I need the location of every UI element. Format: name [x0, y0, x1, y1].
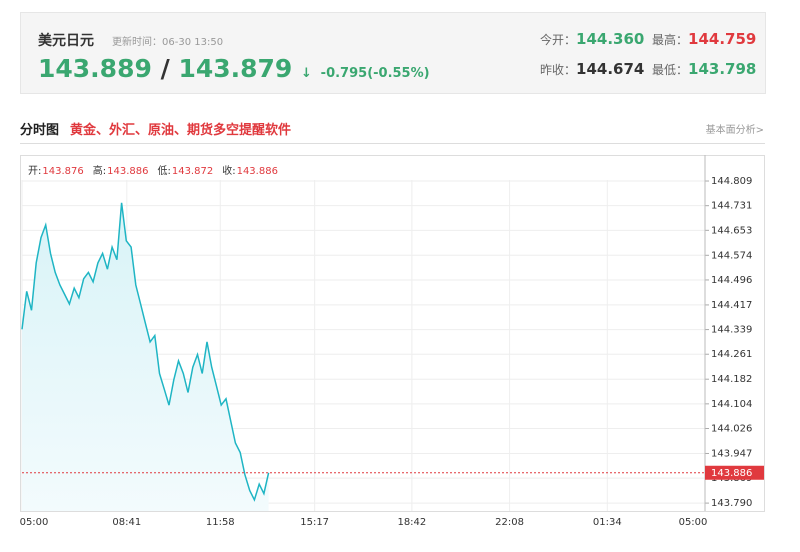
x-tick-label: 01:34 [593, 517, 622, 528]
y-tick-label: 143.790 [711, 498, 752, 509]
analysis-link[interactable]: 基本面分析> [705, 125, 764, 136]
last-price-box [705, 465, 764, 480]
bid: 143.889 [38, 54, 152, 83]
ask: 143.879 [178, 54, 293, 83]
stat: 今开：144.360 [540, 30, 644, 48]
y-tick-label: 144.026 [711, 424, 752, 435]
stat: 最高：144.759 [652, 30, 756, 48]
y-tick-label: 144.104 [711, 399, 752, 410]
stat-value: 144.759 [688, 30, 757, 48]
arrow: ↓ [301, 66, 312, 81]
stat-value: 144.360 [576, 30, 645, 48]
info-label: 高: [93, 164, 106, 177]
y-tick-label: 144.339 [711, 325, 752, 336]
last-price-label: 143.886 [711, 468, 752, 479]
stat-label: 最低： [652, 63, 689, 77]
stat: 最低：143.798 [652, 60, 756, 78]
price-line [21, 202, 270, 502]
stat-value: 144.674 [576, 60, 645, 78]
price: 143.889 / 143.879 ↓ -0.795(-0.55%) [38, 54, 430, 83]
y-tick-label: 144.809 [711, 176, 752, 187]
y-tick-label: 144.182 [711, 374, 752, 385]
stat-label: 昨收： [540, 63, 577, 77]
info-label: 收: [222, 164, 235, 177]
promo-link[interactable]: 黄金、外汇、原油、期货多空提醒软件 [70, 123, 292, 138]
y-tick-label: 144.653 [711, 225, 752, 236]
x-tick-label: 05:00 [679, 517, 708, 528]
y-tick-label: 144.731 [711, 201, 752, 212]
update-time: 更新时间：06-30 13:50 [112, 37, 224, 48]
y-tick-label: 144.417 [711, 300, 752, 311]
symbol-title: 美元日元 [38, 33, 94, 49]
stat: 昨收：144.674 [540, 60, 644, 78]
divider [20, 143, 765, 144]
area [22, 202, 269, 512]
y-tick-label: 143.947 [711, 448, 752, 459]
x-tick-label: 15:17 [300, 517, 329, 528]
x-tick-label: 08:41 [112, 517, 141, 528]
info-value: 143.872 [172, 166, 213, 177]
info-label: 低: [157, 164, 170, 177]
sep: / [160, 54, 170, 83]
info-value: 143.886 [107, 166, 148, 177]
info-value: 143.886 [237, 166, 278, 177]
info-value: 143.876 [42, 166, 83, 177]
info-label: 开: [28, 166, 41, 177]
stat-label: 今开： [540, 33, 577, 47]
stat-label: 最高： [652, 33, 689, 47]
y-tick-label: 144.261 [711, 349, 752, 360]
x-tick-label: 18:42 [397, 517, 426, 528]
x-tick-label: 05:00 [20, 517, 49, 528]
stat-value: 143.798 [688, 60, 757, 78]
section-title: 分时图 [20, 123, 60, 138]
y-tick-label: 144.496 [711, 275, 752, 286]
x-tick-label: 11:58 [206, 517, 235, 528]
y-tick-label: 144.574 [711, 250, 752, 261]
chart-frame [20, 155, 765, 512]
change: -0.795(-0.55%) [320, 66, 430, 81]
x-tick-label: 22:08 [495, 517, 524, 528]
quote-panel [20, 12, 766, 94]
